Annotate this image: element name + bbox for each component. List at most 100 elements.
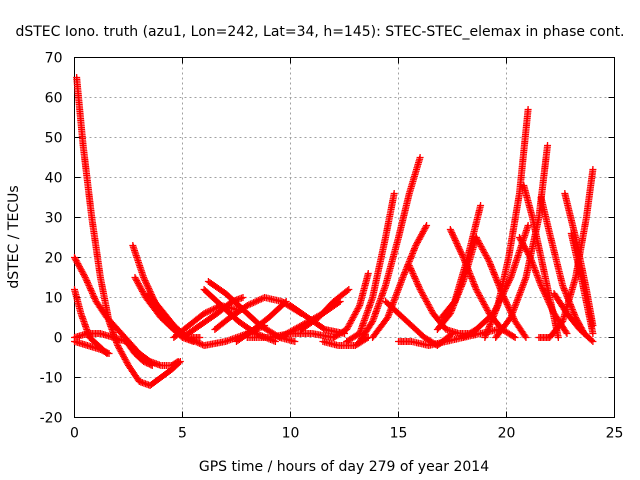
data-point	[524, 249, 532, 257]
data-point	[408, 268, 416, 276]
data-point	[118, 349, 126, 357]
data-point	[116, 346, 124, 354]
data-point	[421, 295, 429, 302]
data-point	[456, 247, 464, 255]
data-point	[120, 352, 128, 360]
data-point	[501, 296, 509, 304]
data-point	[542, 292, 550, 300]
data-point	[345, 321, 353, 329]
data-point	[134, 280, 142, 288]
x-tick-label: 20	[498, 426, 516, 442]
data-point	[420, 226, 428, 234]
data-layer	[71, 74, 597, 389]
data-point	[484, 256, 492, 264]
data-point	[72, 257, 80, 265]
data-point	[197, 340, 205, 348]
data-point	[541, 289, 549, 297]
data-point	[205, 307, 213, 315]
data-point	[454, 241, 462, 249]
data-point	[588, 336, 596, 344]
data-point	[484, 307, 492, 314]
data-point	[477, 243, 485, 250]
data-point	[142, 278, 150, 286]
data-point	[476, 293, 484, 301]
data-point	[117, 348, 125, 356]
data-point	[518, 238, 526, 246]
data-point	[505, 277, 513, 285]
data-point	[451, 236, 459, 244]
data-point	[450, 299, 458, 307]
series-arc-15	[243, 330, 338, 341]
data-point	[474, 289, 482, 296]
data-point	[291, 338, 299, 345]
data-point	[140, 274, 148, 281]
data-point	[243, 302, 251, 309]
series-arc-28	[438, 202, 485, 321]
data-point	[353, 306, 361, 314]
x-tick-label: 25	[606, 426, 624, 442]
x-tick-label: 10	[282, 426, 300, 442]
data-point	[210, 305, 218, 313]
data-point	[348, 317, 356, 324]
data-point	[173, 358, 181, 366]
data-point	[475, 238, 483, 246]
data-point	[480, 299, 488, 307]
y-tick-label: -10	[40, 371, 63, 387]
data-point	[423, 222, 431, 229]
data-point	[344, 323, 352, 330]
data-point	[406, 263, 414, 271]
y-tick-label: 70	[45, 51, 63, 67]
data-point	[422, 296, 430, 304]
data-point	[449, 230, 456, 238]
data-point	[525, 252, 533, 260]
data-point	[343, 326, 351, 333]
data-point	[407, 265, 415, 273]
y-tick-label: 30	[45, 211, 63, 227]
data-point	[410, 271, 418, 279]
data-point	[410, 273, 418, 281]
data-point	[145, 284, 153, 292]
data-point	[412, 242, 420, 249]
data-point	[482, 304, 490, 311]
data-point	[412, 276, 420, 284]
data-point	[449, 232, 457, 240]
data-point	[475, 290, 483, 298]
data-point	[479, 298, 487, 305]
data-point	[544, 297, 552, 305]
data-point	[473, 235, 481, 243]
data-point	[75, 261, 83, 269]
data-point	[516, 235, 524, 243]
data-point	[246, 300, 254, 308]
data-point	[417, 287, 425, 295]
data-point	[122, 357, 130, 365]
data-point	[71, 254, 78, 261]
data-point	[519, 240, 527, 248]
data-point	[504, 302, 512, 310]
data-point	[123, 358, 131, 366]
data-point	[419, 292, 427, 299]
data-point	[256, 296, 264, 304]
data-point	[390, 190, 398, 197]
series-arc-05	[71, 338, 113, 357]
data-point	[135, 281, 143, 289]
data-point	[88, 288, 96, 296]
data-point	[133, 277, 141, 285]
data-point	[446, 226, 454, 233]
data-point	[424, 301, 432, 308]
data-point	[174, 358, 182, 365]
data-point	[407, 266, 415, 274]
data-point	[208, 306, 216, 314]
data-point	[415, 282, 423, 290]
series-arc-18	[297, 286, 353, 333]
x-tick-label: 15	[390, 426, 408, 442]
series-arc-21	[343, 190, 398, 345]
data-point	[82, 275, 90, 283]
plot-frame	[74, 57, 615, 418]
data-point	[589, 330, 597, 337]
data-point	[545, 299, 553, 307]
data-point	[416, 154, 424, 161]
data-point	[132, 275, 140, 283]
data-point	[426, 304, 434, 311]
data-point	[473, 287, 481, 295]
